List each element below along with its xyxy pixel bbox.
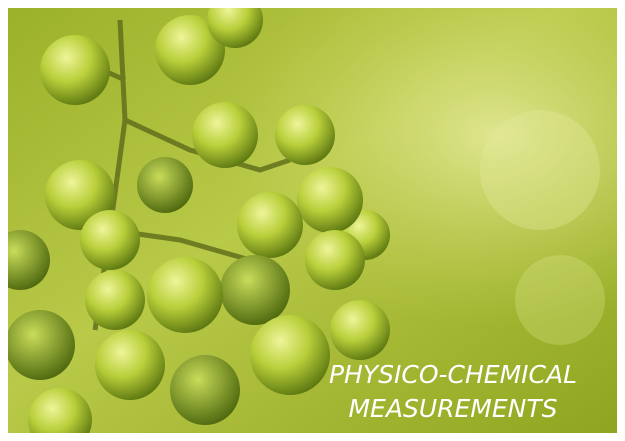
page: {"caption": {"lines": ["PHYSICO-CHEMICAL… <box>0 0 625 441</box>
caption-line: PHYSICO-CHEMICAL <box>329 360 577 389</box>
caption-line: MEASUREMENTS <box>348 394 557 423</box>
photo: PHYSICO-CHEMICAL MEASUREMENTS <box>0 0 617 441</box>
photo-card: PHYSICO-CHEMICAL MEASUREMENTS <box>0 0 625 441</box>
